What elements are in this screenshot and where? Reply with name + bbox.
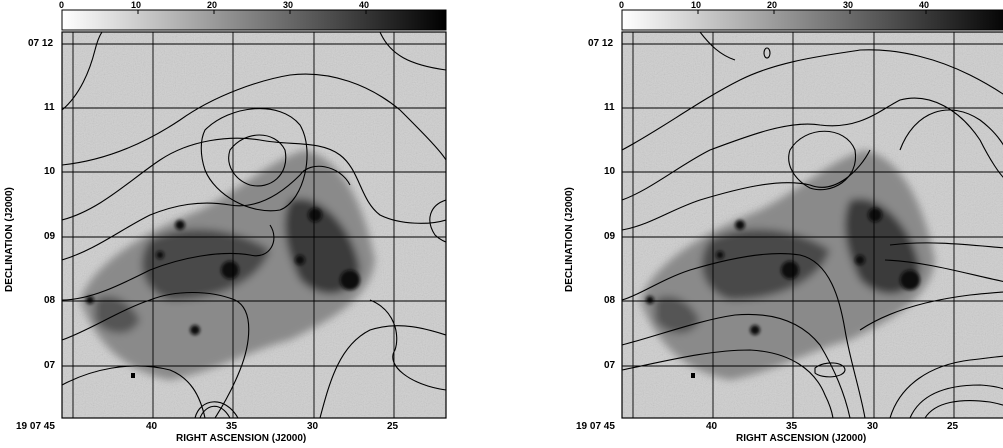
right-figure-panel: 0 10 20 30 40 07 12 11 10 09 08 07 19 07…: [560, 0, 1003, 448]
y-tick-label: 07 12: [588, 38, 614, 49]
x-tick-label: 19 07 45: [576, 421, 615, 432]
y-axis-label: DECLINATION (J2000): [564, 187, 575, 292]
colorbar-tick-label: 30: [283, 0, 294, 10]
colorbar-tick-label: 0: [59, 0, 65, 10]
colorbar-tick-label: 40: [919, 0, 930, 10]
right-figure-plot: [621, 9, 1003, 419]
y-tick-label: 11: [604, 102, 615, 113]
y-tick-label: 07 12: [28, 38, 54, 49]
coordinate-grid: [622, 32, 1003, 418]
y-tick-label: 11: [44, 102, 55, 113]
x-axis-label: RIGHT ASCENSION (J2000): [736, 433, 867, 444]
x-tick-label: 40: [706, 421, 718, 432]
plot-frame: [61, 31, 447, 419]
y-tick-label: 09: [44, 231, 56, 242]
left-figure-panel: 0 10 20 30 40 07 12 11 10 09 08 07 19 07…: [0, 0, 452, 448]
x-tick-label: 30: [867, 421, 879, 432]
colorbar-ticks: [61, 10, 367, 14]
colorbar-tick-label: 10: [131, 0, 142, 10]
y-tick-label: 10: [604, 166, 616, 177]
x-tick-label: 30: [307, 421, 319, 432]
y-axis-label: DECLINATION (J2000): [4, 187, 15, 292]
y-tick-label: 07: [604, 360, 616, 371]
x-axis-label: RIGHT ASCENSION (J2000): [176, 433, 307, 444]
colorbar: [61, 9, 447, 31]
y-tick-label: 09: [604, 231, 616, 242]
x-tick-label: 35: [226, 421, 238, 432]
x-tick-label: 35: [786, 421, 798, 432]
radio-contours: [622, 32, 1003, 418]
left-figure-plot: [61, 9, 447, 419]
y-tick-label: 10: [44, 166, 56, 177]
colorbar-tick-label: 40: [359, 0, 370, 10]
x-tick-label: 40: [146, 421, 158, 432]
colorbar-tick-label: 20: [767, 0, 778, 10]
x-tick-label: 25: [387, 421, 399, 432]
coordinate-grid: [62, 32, 446, 418]
colorbar-ticks: [621, 10, 927, 14]
colorbar-tick-label: 30: [843, 0, 854, 10]
colorbar-tick-label: 0: [619, 0, 625, 10]
y-tick-label: 08: [604, 295, 616, 306]
y-tick-label: 07: [44, 360, 56, 371]
colorbar: [621, 9, 1003, 31]
plot-frame: [621, 31, 1003, 419]
colorbar-tick-label: 10: [691, 0, 702, 10]
y-tick-label: 08: [44, 295, 56, 306]
x-tick-label: 25: [947, 421, 959, 432]
colorbar-tick-label: 20: [207, 0, 218, 10]
x-tick-label: 19 07 45: [16, 421, 55, 432]
